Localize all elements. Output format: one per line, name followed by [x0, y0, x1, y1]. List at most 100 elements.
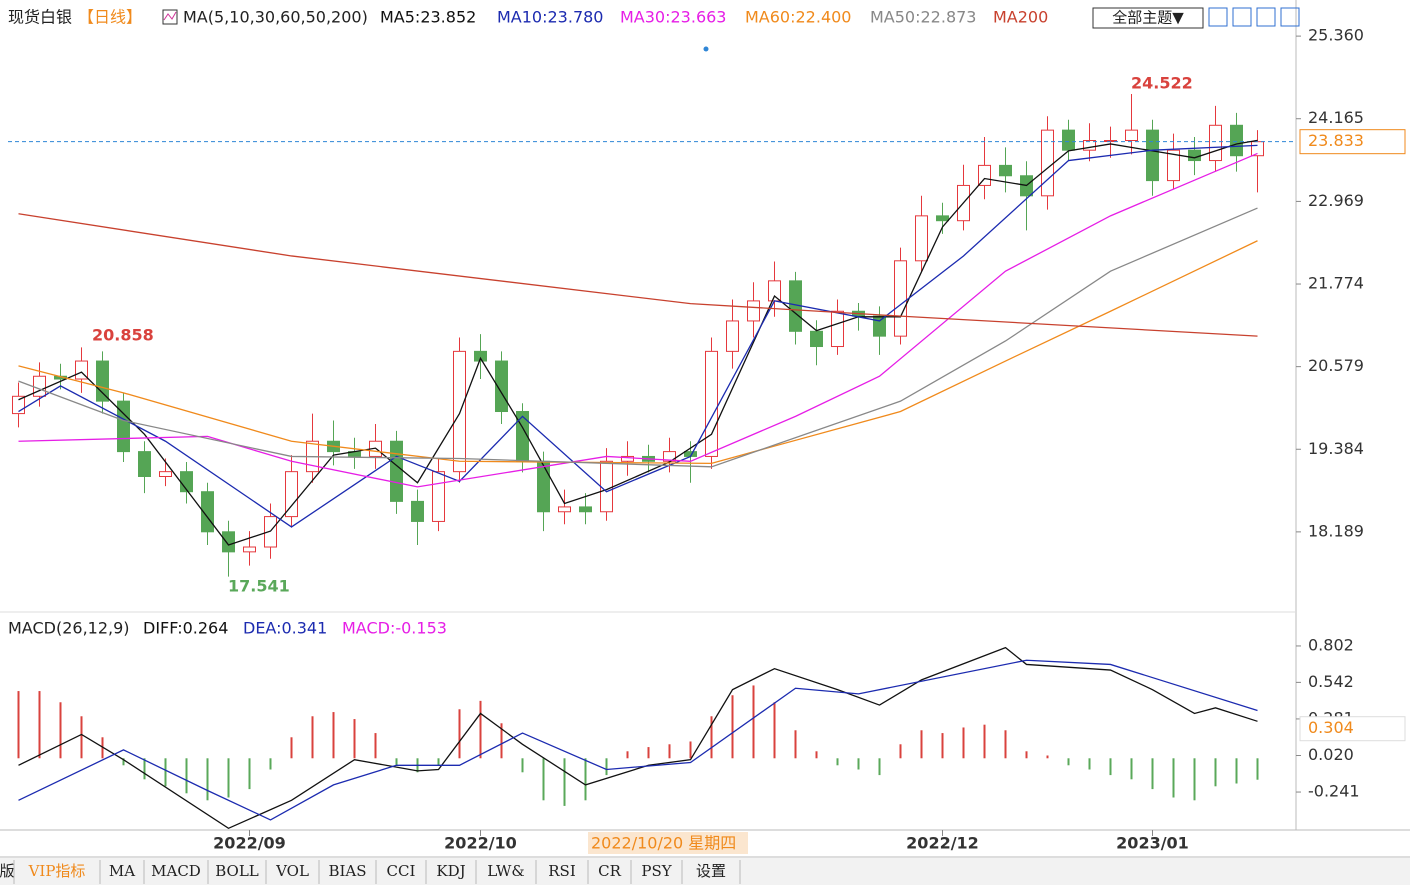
candle-body [747, 300, 760, 322]
x-tick-label: 2022/09 [213, 834, 286, 853]
x-tick-label: 2023/01 [1116, 834, 1189, 853]
y-tick-label: 18.189 [1308, 521, 1364, 540]
indicator-icon [163, 11, 177, 21]
tab[interactable]: RSI [548, 862, 576, 880]
high-label: 24.522 [1131, 74, 1193, 93]
candle-body [579, 506, 592, 513]
candle-body [621, 455, 634, 462]
candle-body [138, 451, 151, 477]
cursor-value: 0.304 [1308, 718, 1354, 737]
line-series [18, 646, 1258, 830]
y-tick-label: 19.384 [1308, 439, 1364, 458]
indicator-icon [162, 9, 178, 25]
candle-body [705, 350, 718, 457]
candle-body [264, 516, 277, 548]
view-button[interactable] [1208, 7, 1228, 27]
price-box [1299, 129, 1406, 155]
candle-body [96, 360, 109, 402]
candle-body [33, 375, 46, 397]
candle-body [999, 164, 1012, 177]
theme-button-label[interactable]: 全部主题▼ [1112, 9, 1184, 27]
candle-body [243, 546, 256, 553]
candle-body [831, 310, 844, 348]
candle-body [411, 500, 424, 522]
tab[interactable]: 设置 [696, 862, 726, 880]
theme-button[interactable] [1092, 7, 1204, 29]
candle-body [1188, 149, 1201, 162]
y-tick-label: 21.774 [1308, 274, 1364, 293]
price-label: 23.833 [1308, 131, 1364, 150]
line-series [18, 152, 1258, 488]
candle-body [453, 350, 466, 473]
tab[interactable]: BOLL [215, 862, 259, 880]
line-series [18, 659, 1258, 821]
tab[interactable]: VIP指标 [28, 862, 86, 880]
candle-body [516, 411, 529, 462]
tab[interactable]: KDJ [436, 862, 465, 880]
candle-body [1146, 129, 1159, 182]
legend-entry: MA30:23.663 [620, 8, 726, 27]
tab[interactable]: VOL [275, 862, 309, 880]
view-button[interactable] [1256, 7, 1276, 27]
candle-body [1209, 124, 1222, 162]
marker-dot [703, 46, 709, 52]
y-tick-label: 0.802 [1308, 635, 1354, 654]
x-tick-label: 2022/12 [906, 834, 979, 853]
tab[interactable]: LW& [487, 862, 524, 880]
line-series [18, 207, 1258, 468]
candle-body [1125, 129, 1138, 142]
line-series [18, 213, 1258, 337]
tab[interactable]: 版 [0, 862, 15, 880]
macd-title: MACD(26,12,9) [8, 619, 130, 638]
legend-entry: MACD:-0.153 [342, 619, 447, 638]
candle-body [558, 506, 571, 513]
candle-body [159, 471, 172, 477]
candle-body [1041, 129, 1054, 197]
cursor-date: 2022/10/20 星期四 [591, 834, 736, 853]
candle-body [1167, 149, 1180, 182]
view-button[interactable] [1280, 7, 1300, 27]
y-tick-label: 0.542 [1308, 672, 1354, 691]
candle-body [432, 471, 445, 522]
tab-bar [0, 858, 1410, 885]
x-tick-label: 2022/10 [444, 834, 517, 853]
tab[interactable]: CR [598, 862, 621, 880]
candle-body [600, 460, 613, 513]
legend-entry: MA50:22.873 [870, 8, 976, 27]
line-series [18, 139, 1258, 546]
candle-body [1062, 129, 1075, 151]
candle-body [1083, 140, 1096, 151]
chart-title: 现货白银 [8, 8, 72, 27]
tab[interactable]: CCI [387, 862, 416, 880]
tab[interactable]: BIAS [328, 862, 366, 880]
candle-body [726, 320, 739, 352]
legend-entry: MA5:23.852 [380, 8, 476, 27]
tab[interactable]: PSY [641, 862, 672, 880]
candle-body [537, 460, 550, 513]
line-series [18, 144, 1258, 528]
candle-body [1230, 124, 1243, 157]
tab[interactable]: MA [109, 862, 135, 880]
candle-body [285, 471, 298, 518]
y-tick-label: 25.360 [1308, 26, 1364, 45]
candle-body [936, 215, 949, 222]
legend-entry: DEA:0.341 [243, 619, 327, 638]
view-buttons[interactable] [1208, 7, 1300, 27]
legend-entry: DIFF:0.264 [143, 619, 228, 638]
y-tick-label: 24.165 [1308, 108, 1364, 127]
cursor-value-box [1299, 716, 1406, 742]
y-tick-label: 20.579 [1308, 356, 1364, 375]
cursor-date-box [588, 832, 748, 854]
tab[interactable]: MACD [151, 862, 201, 880]
low-label: 17.541 [228, 577, 290, 596]
view-button[interactable] [1232, 7, 1252, 27]
candle-body [915, 215, 928, 262]
y-tick-label: 0.020 [1308, 745, 1354, 764]
line-series [18, 240, 1258, 465]
legend-entry: MA200 [993, 8, 1048, 27]
candle-body [222, 531, 235, 553]
indicator: MA(5,10,30,60,50,200) [183, 8, 368, 27]
period: 【日线】 [78, 8, 142, 27]
candle-body [768, 280, 781, 302]
